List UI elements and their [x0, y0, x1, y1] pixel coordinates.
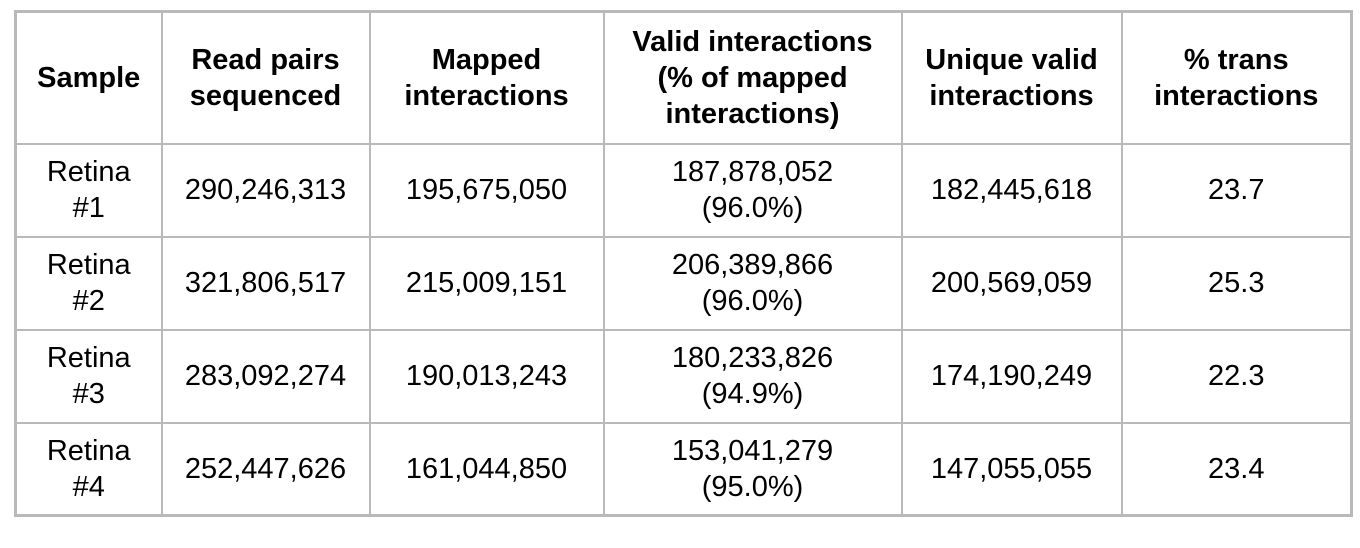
cell-unique-valid: 200,569,059	[900, 235, 1123, 331]
cell-valid: 206,389,866 (96.0%)	[602, 235, 903, 331]
valid-count: 180,233,826	[671, 342, 834, 374]
column-header-read-pairs-sequenced: Read pairs sequenced	[160, 10, 371, 145]
cell-unique-valid: 182,445,618	[900, 142, 1123, 238]
cell-read-pairs: 252,447,626	[160, 421, 371, 517]
cell-sample: Retina #1	[14, 142, 163, 238]
cell-sample: Retina #3	[14, 328, 163, 424]
sample-number: #1	[72, 192, 105, 224]
header-row: Sample Read pairs sequenced Mapped inter…	[14, 10, 1353, 145]
valid-count: 153,041,279	[671, 434, 834, 467]
valid-count: 187,878,052	[671, 156, 834, 188]
valid-percent: (95.0%)	[701, 470, 804, 503]
cell-pct-trans: 23.7	[1120, 142, 1353, 238]
column-header-pct-trans-interactions: % trans interactions	[1120, 10, 1353, 145]
table-row-retina-3: Retina #3 283,092,274 190,013,243 180,233…	[14, 328, 1353, 424]
sample-name: Retina	[46, 156, 131, 188]
sample-number: #2	[72, 285, 105, 317]
sample-name: Retina	[46, 342, 131, 374]
table-row-retina-1: Retina #1 290,246,313 195,675,050 187,878…	[14, 142, 1353, 238]
column-header-unique-valid-interactions: Unique valid interactions	[900, 10, 1123, 145]
cell-unique-valid: 174,190,249	[900, 328, 1123, 424]
cell-valid: 153,041,279 (95.0%)	[602, 421, 903, 517]
table-header: Sample Read pairs sequenced Mapped inter…	[14, 10, 1353, 145]
cell-pct-trans: 22.3	[1120, 328, 1353, 424]
table-row-retina-2: Retina #2 321,806,517 215,009,151 206,389…	[14, 235, 1353, 331]
cell-read-pairs: 321,806,517	[160, 235, 371, 331]
sequencing-stats-table: Sample Read pairs sequenced Mapped inter…	[14, 10, 1353, 517]
valid-percent: (96.0%)	[701, 192, 804, 224]
column-header-valid-interactions: Valid interactions (% of mapped interact…	[602, 10, 903, 145]
cell-unique-valid: 147,055,055	[900, 421, 1123, 517]
cell-sample: Retina #4	[14, 421, 163, 517]
cell-mapped: 195,675,050	[368, 142, 605, 238]
table-row-retina-4: Retina #4 252,447,626 161,044,850 153,041…	[14, 421, 1353, 517]
cell-pct-trans: 23.4	[1120, 421, 1353, 517]
cell-mapped: 190,013,243	[368, 328, 605, 424]
sample-number: #4	[72, 470, 105, 503]
cell-sample: Retina #2	[14, 235, 163, 331]
cell-mapped: 215,009,151	[368, 235, 605, 331]
cell-read-pairs: 283,092,274	[160, 328, 371, 424]
sample-number: #3	[72, 378, 105, 410]
table-body: Retina #1 290,246,313 195,675,050 187,878…	[14, 142, 1353, 517]
column-header-sample: Sample	[14, 10, 163, 145]
valid-percent: (96.0%)	[701, 285, 804, 317]
cell-valid: 180,233,826 (94.9%)	[602, 328, 903, 424]
cell-valid: 187,878,052 (96.0%)	[602, 142, 903, 238]
cell-mapped: 161,044,850	[368, 421, 605, 517]
cell-pct-trans: 25.3	[1120, 235, 1353, 331]
valid-count: 206,389,866	[671, 249, 834, 281]
sample-name: Retina	[46, 434, 131, 467]
cell-read-pairs: 290,246,313	[160, 142, 371, 238]
column-header-mapped-interactions: Mapped interactions	[368, 10, 605, 145]
valid-percent: (94.9%)	[701, 378, 804, 410]
sample-name: Retina	[46, 249, 131, 281]
